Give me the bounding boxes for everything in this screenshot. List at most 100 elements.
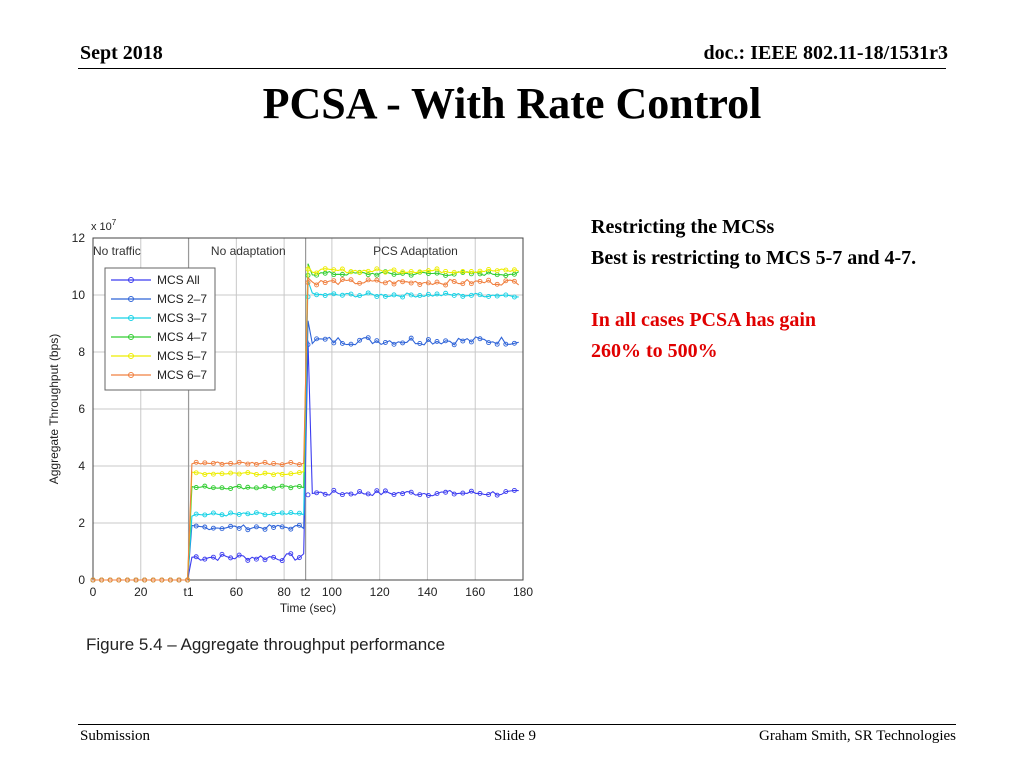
note-gain-2: 260% to 500% xyxy=(591,340,718,362)
data-point xyxy=(210,510,216,516)
data-point xyxy=(400,294,406,300)
data-point xyxy=(477,271,483,277)
footer-rule xyxy=(78,724,956,725)
data-point xyxy=(236,552,242,558)
data-point xyxy=(503,278,509,284)
data-point xyxy=(434,279,440,285)
data-point xyxy=(503,273,509,278)
data-point xyxy=(417,269,423,275)
data-point xyxy=(296,510,302,516)
data-point xyxy=(331,291,337,297)
note-line-1: Restricting the MCSs xyxy=(591,216,775,238)
data-point xyxy=(219,485,225,491)
data-point xyxy=(210,554,216,560)
y-tick-label: 6 xyxy=(78,402,85,416)
data-point xyxy=(477,292,483,298)
data-point xyxy=(176,577,182,583)
data-point xyxy=(451,342,457,348)
data-point xyxy=(417,293,423,298)
data-point xyxy=(202,556,208,562)
data-point xyxy=(339,292,345,298)
data-point xyxy=(408,335,414,341)
x-tick-label: 20 xyxy=(134,585,148,599)
data-point xyxy=(202,524,208,530)
data-point xyxy=(236,471,242,477)
data-point xyxy=(400,279,406,285)
data-point xyxy=(494,268,500,274)
data-point xyxy=(511,294,517,300)
data-point xyxy=(245,557,251,563)
data-point xyxy=(365,491,371,497)
data-point xyxy=(116,577,122,583)
data-point xyxy=(253,524,259,530)
data-point xyxy=(400,269,406,275)
data-point xyxy=(142,577,148,583)
data-point xyxy=(451,491,457,497)
data-point xyxy=(391,341,397,347)
data-point xyxy=(253,485,259,491)
data-point xyxy=(434,266,440,272)
data-point xyxy=(296,470,302,476)
data-point xyxy=(228,460,234,466)
data-point xyxy=(460,281,466,287)
data-point xyxy=(288,551,294,557)
data-point xyxy=(434,491,440,497)
data-point xyxy=(460,269,466,274)
figure-caption: Figure 5.4 – Aggregate throughput perfor… xyxy=(86,635,446,654)
data-point xyxy=(262,512,268,518)
data-point xyxy=(245,461,251,467)
y-tick-label: 8 xyxy=(78,345,85,359)
data-point xyxy=(374,277,380,283)
data-point xyxy=(159,577,165,583)
data-point xyxy=(374,294,380,299)
legend-swatch-marker xyxy=(128,315,134,321)
legend-swatch-marker xyxy=(128,334,134,340)
data-point xyxy=(425,280,431,286)
x-tick-label: 140 xyxy=(417,585,437,599)
data-point xyxy=(503,489,509,495)
legend-box xyxy=(104,267,216,391)
region-label: PCS Adaptation xyxy=(373,244,458,258)
data-point xyxy=(271,554,277,560)
data-point xyxy=(511,278,517,284)
data-point xyxy=(365,277,371,283)
data-point xyxy=(253,461,259,467)
data-point xyxy=(382,293,388,299)
data-point xyxy=(228,486,234,491)
data-point xyxy=(305,266,311,272)
data-point xyxy=(391,267,397,273)
data-point xyxy=(262,557,268,563)
data-point xyxy=(494,281,500,287)
data-point xyxy=(288,485,294,491)
data-point xyxy=(339,271,345,277)
data-point xyxy=(357,337,363,343)
data-point xyxy=(331,272,337,278)
data-point xyxy=(382,488,388,494)
region-label: No adaptation xyxy=(211,244,286,258)
legend-label: MCS 5–7 xyxy=(157,349,207,363)
data-point xyxy=(408,292,414,298)
data-point xyxy=(279,471,285,477)
data-point xyxy=(228,510,234,516)
data-point xyxy=(236,459,242,465)
data-point xyxy=(219,471,225,477)
data-point xyxy=(279,524,285,530)
data-point xyxy=(477,268,483,274)
data-point xyxy=(391,281,397,287)
data-point xyxy=(279,483,285,489)
data-point xyxy=(503,341,509,347)
data-point xyxy=(322,266,328,272)
data-point xyxy=(314,490,320,496)
figure: 0 2 4 6 8 10 12 0 20 t1 60 80 t2 100 120 140 160 180 Time … xyxy=(40,205,550,630)
data-point xyxy=(314,336,320,342)
data-point xyxy=(236,512,242,517)
data-point xyxy=(357,489,363,494)
data-point xyxy=(331,278,337,284)
data-point xyxy=(348,491,354,497)
data-point xyxy=(477,336,483,342)
data-point xyxy=(210,485,216,491)
data-point xyxy=(296,522,302,528)
data-point xyxy=(477,278,483,284)
data-point xyxy=(486,266,492,272)
footer-author: Graham Smith, SR Technologies xyxy=(759,728,956,744)
